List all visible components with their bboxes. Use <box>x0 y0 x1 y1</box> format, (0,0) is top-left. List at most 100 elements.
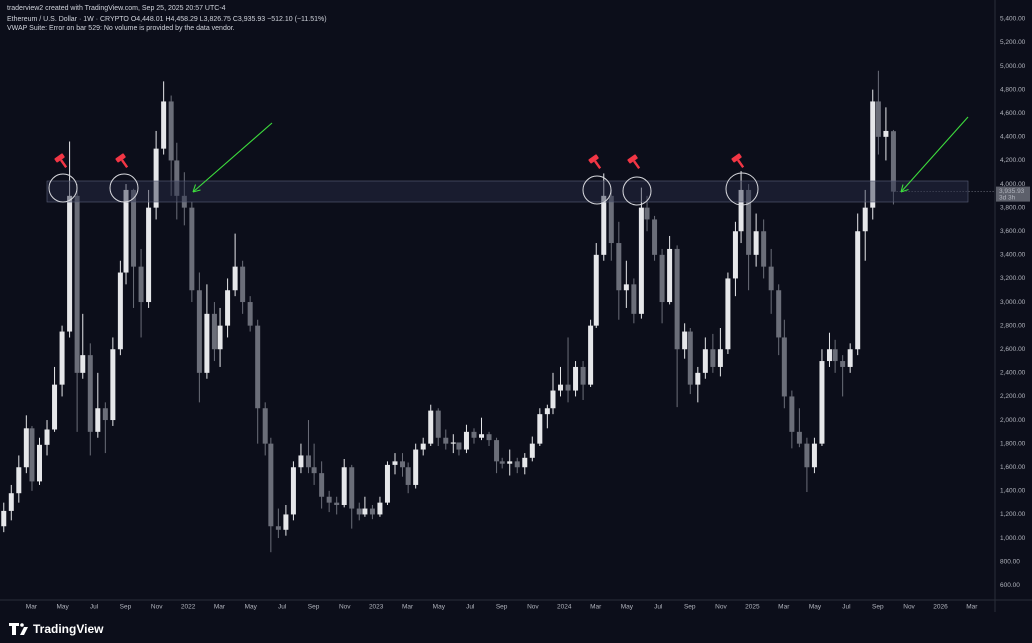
candle-body <box>580 366 586 385</box>
candle-body <box>847 349 853 367</box>
x-tick-label: Mar <box>966 604 978 611</box>
candle-body <box>529 443 535 458</box>
candle-body <box>204 313 210 373</box>
y-tick-label: 4,200.00 <box>1000 157 1026 164</box>
x-tick-label: Nov <box>903 604 915 611</box>
candle-body <box>463 431 469 450</box>
candle-body <box>196 290 202 373</box>
candle-body <box>247 302 253 326</box>
ohlc-open: O4,448.01 <box>131 16 164 23</box>
candle-body <box>16 467 22 494</box>
footer <box>0 613 1032 643</box>
candle-body <box>695 372 701 385</box>
arrows <box>192 116 969 193</box>
candle-body <box>67 195 73 332</box>
candle-body <box>875 101 881 137</box>
candle-body <box>443 437 449 444</box>
y-tick-label: 4,000.00 <box>1000 181 1026 188</box>
candle-body <box>87 355 93 432</box>
y-tick-label: 3,200.00 <box>1000 275 1026 282</box>
y-tick-label: 2,400.00 <box>1000 370 1026 377</box>
y-tick-label: 2,800.00 <box>1000 322 1026 329</box>
candle-body <box>667 248 673 303</box>
candle-body <box>44 429 50 445</box>
candle-body <box>565 384 571 391</box>
candle-body <box>450 442 456 444</box>
candle-body <box>840 361 846 367</box>
symbol-legend: Ethereum / U.S. Dollar · 1W · CRYPTO O4,… <box>7 16 327 23</box>
candle-body <box>413 449 419 485</box>
candle-body <box>405 467 411 485</box>
candle-body <box>74 195 80 373</box>
y-tick-label: 1,800.00 <box>1000 440 1026 447</box>
candle-body <box>652 219 658 255</box>
credit: traderview2 created with TradingView.com… <box>7 5 226 12</box>
x-tick-label: Jul <box>654 604 663 611</box>
y-tick-label: 2,200.00 <box>1000 393 1026 400</box>
x-tick-label: Mar <box>778 604 790 611</box>
x-tick-label: Jul <box>842 604 851 611</box>
candle-body <box>110 349 116 421</box>
y-tick-label: 4,600.00 <box>1000 110 1026 117</box>
candle-body <box>644 207 650 220</box>
candle-body <box>161 101 167 149</box>
hammers <box>54 153 745 170</box>
candle-body <box>283 514 289 530</box>
candle-body <box>544 408 550 415</box>
ohlc-low: L3,826.75 <box>200 16 231 23</box>
candle-body <box>499 461 505 464</box>
candle-body <box>514 461 520 468</box>
candle-body <box>298 455 304 468</box>
candle-body <box>59 331 65 385</box>
x-tick-label: May <box>245 604 258 611</box>
candle-body <box>804 443 810 468</box>
arrow-head <box>900 184 909 193</box>
candle-body <box>400 461 406 468</box>
candle-body <box>29 428 35 482</box>
x-tick-label: Sep <box>684 604 696 611</box>
candle-body <box>435 410 441 438</box>
candle-body <box>687 331 693 385</box>
candle-body <box>746 189 752 255</box>
candle-body <box>23 428 29 468</box>
candle-body <box>123 189 129 273</box>
change: −512.10 (−11.51%) <box>267 16 326 23</box>
candle-body <box>659 254 665 303</box>
circle <box>622 176 652 206</box>
candle-body <box>732 231 738 279</box>
candle-body <box>638 207 644 314</box>
x-tick-label: Jul <box>466 604 475 611</box>
ohlc-high: H4,458.29 <box>166 16 198 23</box>
candle-body <box>392 461 398 465</box>
candle-body <box>362 508 368 515</box>
candle-body <box>768 266 774 291</box>
candle-body <box>268 443 274 527</box>
candle-body <box>761 231 767 267</box>
candle-body <box>36 444 42 482</box>
x-tick-label: 2024 <box>557 604 572 611</box>
y-tick-label: 1,600.00 <box>1000 464 1026 471</box>
candle-body <box>377 502 383 515</box>
candle-body <box>811 443 817 468</box>
candle-body <box>753 231 759 255</box>
candle-body <box>826 349 832 362</box>
candle-body <box>588 325 594 385</box>
candle-body <box>608 195 614 244</box>
x-tick-label: 2023 <box>369 604 384 611</box>
x-tick-label: Sep <box>120 604 132 611</box>
candle-body <box>311 467 317 474</box>
y-tick-label: 1,000.00 <box>1000 535 1026 542</box>
candle-body <box>326 496 332 503</box>
candle-body <box>507 461 513 464</box>
logo-t <box>9 623 19 635</box>
candle-body <box>225 290 231 326</box>
last-price-tag <box>996 186 1030 202</box>
x-tick-label: Jul <box>90 604 99 611</box>
candle-body <box>479 434 485 438</box>
logo-dot <box>20 623 24 627</box>
arrow <box>900 116 969 193</box>
candle-body <box>384 464 390 503</box>
y-tick-label: 2,000.00 <box>1000 417 1026 424</box>
